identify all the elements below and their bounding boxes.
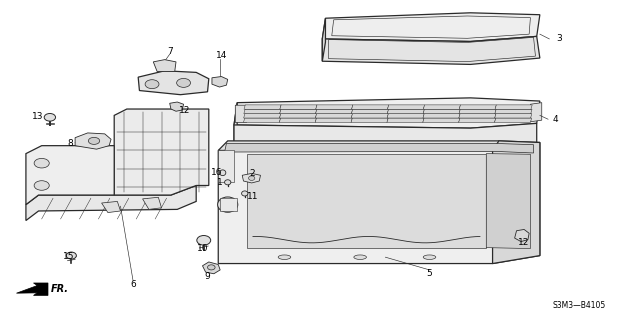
Polygon shape (170, 102, 183, 111)
Polygon shape (143, 197, 162, 209)
Text: 4: 4 (553, 115, 559, 124)
Polygon shape (243, 118, 281, 123)
Polygon shape (322, 18, 325, 61)
Ellipse shape (248, 176, 255, 180)
Polygon shape (315, 114, 353, 118)
Polygon shape (351, 118, 388, 123)
Text: 5: 5 (427, 268, 432, 278)
Polygon shape (316, 105, 353, 109)
Polygon shape (154, 60, 176, 71)
Polygon shape (75, 133, 111, 149)
Polygon shape (279, 118, 317, 123)
Polygon shape (495, 118, 532, 123)
Polygon shape (423, 114, 460, 118)
Polygon shape (218, 141, 540, 150)
Text: 12: 12 (179, 106, 190, 115)
Text: 10: 10 (197, 244, 208, 253)
Polygon shape (244, 114, 281, 118)
Polygon shape (387, 118, 424, 123)
Text: 9: 9 (205, 272, 210, 281)
Ellipse shape (423, 255, 436, 260)
Polygon shape (224, 143, 533, 153)
Polygon shape (246, 154, 486, 248)
Polygon shape (202, 262, 220, 274)
Polygon shape (486, 154, 530, 249)
Polygon shape (351, 114, 389, 118)
Polygon shape (387, 105, 425, 109)
Ellipse shape (66, 252, 76, 259)
Text: 1: 1 (217, 179, 223, 188)
Polygon shape (279, 114, 317, 118)
Ellipse shape (197, 236, 210, 245)
Polygon shape (315, 109, 353, 114)
Ellipse shape (219, 170, 226, 176)
Polygon shape (514, 229, 529, 242)
Polygon shape (495, 105, 532, 109)
Polygon shape (212, 76, 228, 87)
Ellipse shape (207, 265, 215, 270)
Ellipse shape (278, 255, 291, 260)
Text: 3: 3 (556, 35, 562, 44)
Polygon shape (315, 118, 352, 123)
Ellipse shape (34, 181, 49, 190)
Ellipse shape (217, 197, 238, 212)
Polygon shape (322, 13, 540, 42)
Polygon shape (423, 118, 460, 123)
Polygon shape (459, 105, 496, 109)
Text: 8: 8 (67, 139, 73, 148)
Polygon shape (280, 109, 317, 114)
Polygon shape (387, 109, 425, 114)
Text: 7: 7 (167, 46, 173, 56)
Ellipse shape (224, 180, 231, 185)
Polygon shape (102, 201, 121, 212)
Polygon shape (234, 98, 540, 128)
Ellipse shape (241, 191, 248, 196)
Text: 14: 14 (216, 51, 227, 60)
Polygon shape (495, 109, 532, 114)
Text: 6: 6 (130, 280, 136, 289)
Polygon shape (242, 173, 260, 183)
Ellipse shape (221, 200, 234, 209)
Text: S3M3—B4105: S3M3—B4105 (553, 301, 606, 310)
Polygon shape (530, 103, 542, 122)
Polygon shape (218, 142, 540, 264)
Polygon shape (26, 186, 196, 220)
Ellipse shape (145, 80, 159, 89)
Polygon shape (423, 109, 460, 114)
Ellipse shape (176, 78, 190, 87)
Text: 2: 2 (249, 169, 255, 178)
Polygon shape (114, 109, 209, 195)
Polygon shape (322, 36, 540, 64)
Polygon shape (218, 150, 234, 182)
Polygon shape (16, 283, 48, 295)
Polygon shape (459, 118, 495, 123)
Polygon shape (423, 105, 461, 109)
Text: 12: 12 (518, 238, 530, 247)
Polygon shape (234, 103, 237, 147)
Text: 16: 16 (210, 168, 222, 177)
Polygon shape (234, 123, 537, 150)
Polygon shape (220, 198, 236, 211)
Polygon shape (492, 141, 540, 264)
Polygon shape (138, 71, 209, 95)
Text: 13: 13 (32, 112, 43, 121)
Polygon shape (244, 109, 281, 114)
Polygon shape (495, 114, 532, 118)
Polygon shape (280, 105, 317, 109)
Polygon shape (26, 146, 114, 204)
Polygon shape (387, 114, 424, 118)
Polygon shape (459, 114, 496, 118)
Polygon shape (351, 105, 389, 109)
Text: 15: 15 (63, 252, 75, 261)
Ellipse shape (88, 137, 100, 144)
Polygon shape (459, 109, 496, 114)
Polygon shape (351, 109, 389, 114)
Text: FR.: FR. (51, 284, 69, 294)
Polygon shape (244, 105, 281, 109)
Ellipse shape (354, 255, 367, 260)
Text: 11: 11 (247, 192, 258, 201)
Ellipse shape (34, 158, 49, 168)
Ellipse shape (44, 114, 56, 121)
Polygon shape (235, 105, 246, 123)
